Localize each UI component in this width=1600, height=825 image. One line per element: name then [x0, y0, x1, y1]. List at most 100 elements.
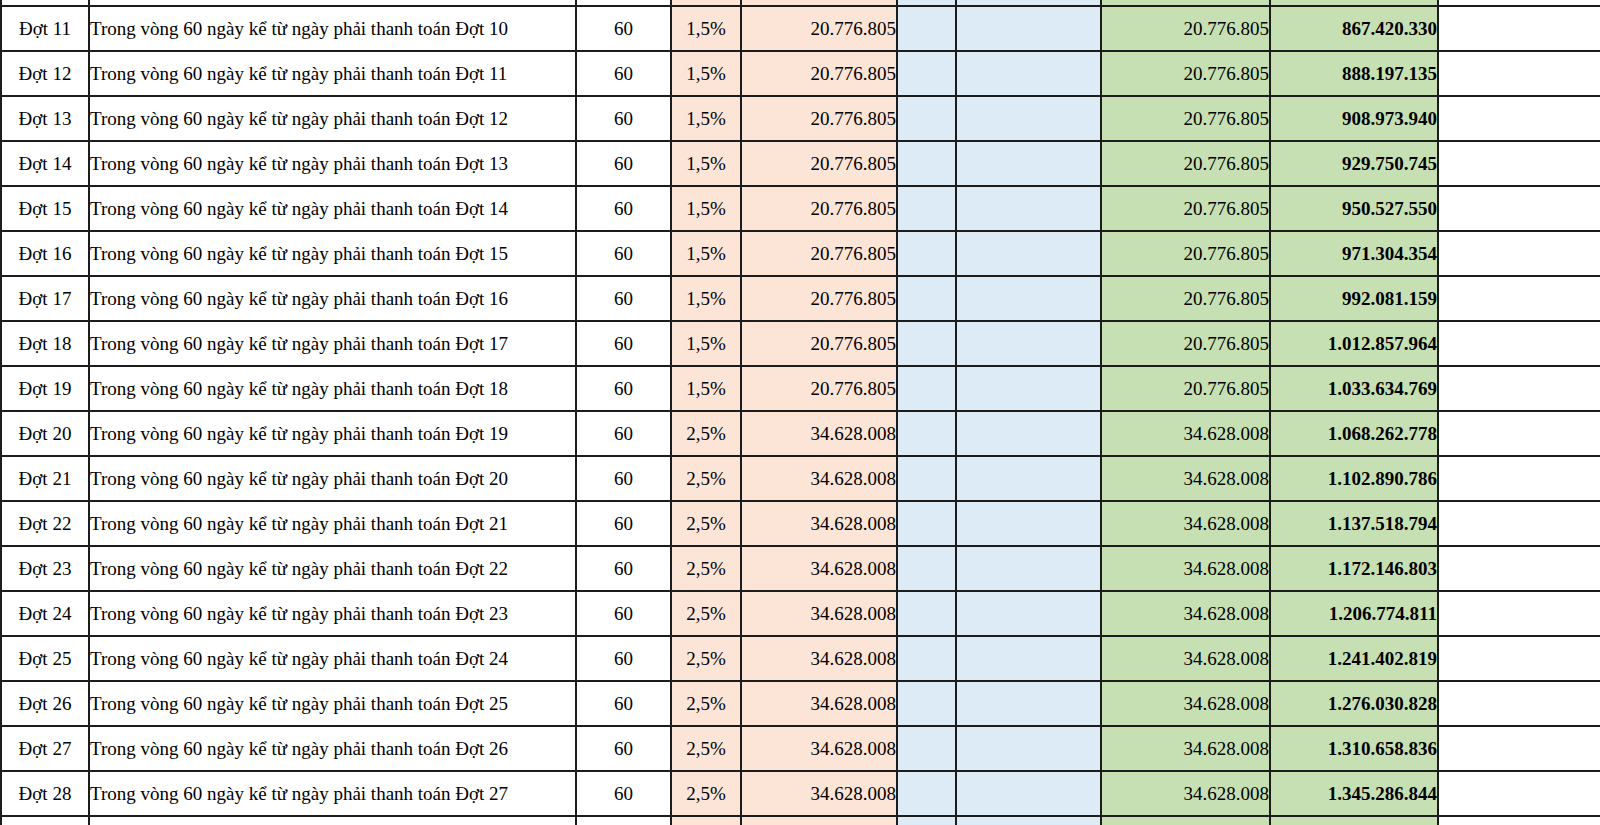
cell-blank-1[interactable] [897, 726, 956, 771]
cell-amount-confirm[interactable]: 20.776.805 [1101, 51, 1270, 96]
cell-cumulative[interactable]: 1.206.774.811 [1270, 591, 1438, 636]
cell-blank-1[interactable] [897, 321, 956, 366]
cell-stage[interactable]: Đợt 21 [1, 456, 89, 501]
cell-days[interactable]: 60 [576, 6, 671, 51]
cell-trailing[interactable] [1438, 636, 1600, 681]
cell-amount-confirm[interactable]: 34.628.008 [1101, 636, 1270, 681]
cell-amount[interactable] [741, 816, 897, 825]
cell-cumulative[interactable] [1270, 816, 1438, 825]
cell-blank-2[interactable] [956, 231, 1101, 276]
cell-cumulative[interactable]: 1.033.634.769 [1270, 366, 1438, 411]
cell-blank-2[interactable] [956, 411, 1101, 456]
cell-trailing[interactable] [1438, 141, 1600, 186]
cell-stage[interactable]: Đợt 26 [1, 681, 89, 726]
cell-trailing[interactable] [1438, 96, 1600, 141]
cell-stage[interactable]: Đợt 14 [1, 141, 89, 186]
cell-trailing[interactable] [1438, 186, 1600, 231]
cell-amount[interactable]: 34.628.008 [741, 681, 897, 726]
cell-days[interactable]: 60 [576, 231, 671, 276]
cell-description[interactable]: Trong vòng 60 ngày kể từ ngày phải thanh… [89, 411, 576, 456]
cell-percent[interactable]: 2,5% [671, 681, 741, 726]
cell-days[interactable]: 60 [576, 276, 671, 321]
cell-stage[interactable]: Đợt 23 [1, 546, 89, 591]
cell-percent[interactable]: 2,5% [671, 771, 741, 816]
cell-trailing[interactable] [1438, 411, 1600, 456]
cell-days[interactable]: 60 [576, 141, 671, 186]
cell-amount-confirm[interactable]: 20.776.805 [1101, 186, 1270, 231]
cell-cumulative[interactable]: 1.310.658.836 [1270, 726, 1438, 771]
cell-amount[interactable]: 34.628.008 [741, 726, 897, 771]
cell-trailing[interactable] [1438, 591, 1600, 636]
cell-blank-1[interactable] [897, 411, 956, 456]
cell-description[interactable]: Trong vòng 60 ngày kể từ ngày phải thanh… [89, 501, 576, 546]
cell-blank-1[interactable] [897, 6, 956, 51]
cell-cumulative[interactable]: 1.345.286.844 [1270, 771, 1438, 816]
cell-blank-2[interactable] [956, 501, 1101, 546]
cell-description[interactable]: Trong vòng 60 ngày kể từ ngày phải thanh… [89, 141, 576, 186]
cell-trailing[interactable] [1438, 456, 1600, 501]
cell-days[interactable]: 60 [576, 681, 671, 726]
cell-cumulative[interactable]: 1.241.402.819 [1270, 636, 1438, 681]
cell-trailing[interactable] [1438, 501, 1600, 546]
cell-amount[interactable]: 20.776.805 [741, 186, 897, 231]
cell-percent[interactable]: 2,5% [671, 501, 741, 546]
cell-percent[interactable]: 2,5% [671, 636, 741, 681]
cell-stage[interactable]: Đợt 28 [1, 771, 89, 816]
cell-amount-confirm[interactable]: 20.776.805 [1101, 276, 1270, 321]
cell-stage[interactable]: Đợt 25 [1, 636, 89, 681]
cell-stage[interactable]: Đợt 19 [1, 366, 89, 411]
cell-description[interactable]: Trong vòng 60 ngày kể từ ngày phải thanh… [89, 456, 576, 501]
cell-amount-confirm[interactable] [1101, 816, 1270, 825]
cell-blank-1[interactable] [897, 276, 956, 321]
cell-description[interactable]: Trong vòng 60 ngày kể từ ngày phải thanh… [89, 96, 576, 141]
cell-description[interactable]: Trong vòng 60 ngày kể từ ngày phải thanh… [89, 321, 576, 366]
cell-blank-1[interactable] [897, 681, 956, 726]
cell-amount[interactable]: 34.628.008 [741, 636, 897, 681]
cell-percent[interactable]: 1,5% [671, 231, 741, 276]
cell-blank-2[interactable] [956, 456, 1101, 501]
cell-percent[interactable]: 2,5% [671, 411, 741, 456]
cell-days[interactable]: 60 [576, 501, 671, 546]
cell-blank-1[interactable] [897, 366, 956, 411]
cell-amount-confirm[interactable]: 20.776.805 [1101, 231, 1270, 276]
cell-percent[interactable]: 1,5% [671, 276, 741, 321]
cell-description[interactable]: Trong vòng 60 ngày kể từ ngày phải thanh… [89, 636, 576, 681]
cell-stage[interactable]: Đợt 24 [1, 591, 89, 636]
cell-stage[interactable] [1, 816, 89, 825]
cell-stage[interactable]: Đợt 18 [1, 321, 89, 366]
cell-days[interactable]: 60 [576, 591, 671, 636]
cell-cumulative[interactable]: 1.012.857.964 [1270, 321, 1438, 366]
cell-amount-confirm[interactable]: 20.776.805 [1101, 96, 1270, 141]
cell-trailing[interactable] [1438, 681, 1600, 726]
cell-amount-confirm[interactable]: 20.776.805 [1101, 321, 1270, 366]
cell-amount[interactable]: 20.776.805 [741, 141, 897, 186]
cell-blank-1[interactable] [897, 546, 956, 591]
cell-description[interactable]: Trong vòng 60 ngày kể từ ngày phải thanh… [89, 6, 576, 51]
cell-blank-2[interactable] [956, 591, 1101, 636]
cell-cumulative[interactable]: 929.750.745 [1270, 141, 1438, 186]
cell-percent[interactable]: 1,5% [671, 6, 741, 51]
cell-percent[interactable]: 2,5% [671, 726, 741, 771]
cell-description[interactable]: Trong vòng 60 ngày kể từ ngày phải thanh… [89, 231, 576, 276]
cell-blank-1[interactable] [897, 231, 956, 276]
cell-blank-1[interactable] [897, 141, 956, 186]
cell-trailing[interactable] [1438, 546, 1600, 591]
cell-percent[interactable]: 2,5% [671, 456, 741, 501]
cell-trailing[interactable] [1438, 51, 1600, 96]
cell-blank-2[interactable] [956, 6, 1101, 51]
cell-blank-1[interactable] [897, 186, 956, 231]
cell-amount-confirm[interactable]: 34.628.008 [1101, 411, 1270, 456]
cell-blank-1[interactable] [897, 591, 956, 636]
cell-stage[interactable]: Đợt 12 [1, 51, 89, 96]
cell-cumulative[interactable]: 1.102.890.786 [1270, 456, 1438, 501]
cell-description[interactable]: Trong vòng 60 ngày kể từ ngày phải thanh… [89, 726, 576, 771]
cell-blank-2[interactable] [956, 546, 1101, 591]
cell-days[interactable]: 60 [576, 546, 671, 591]
cell-stage[interactable]: Đợt 22 [1, 501, 89, 546]
cell-description[interactable]: Trong vòng 60 ngày kể từ ngày phải thanh… [89, 771, 576, 816]
cell-blank-2[interactable] [956, 141, 1101, 186]
cell-days[interactable]: 60 [576, 411, 671, 456]
cell-amount[interactable]: 34.628.008 [741, 546, 897, 591]
cell-stage[interactable]: Đợt 15 [1, 186, 89, 231]
cell-amount[interactable]: 34.628.008 [741, 771, 897, 816]
